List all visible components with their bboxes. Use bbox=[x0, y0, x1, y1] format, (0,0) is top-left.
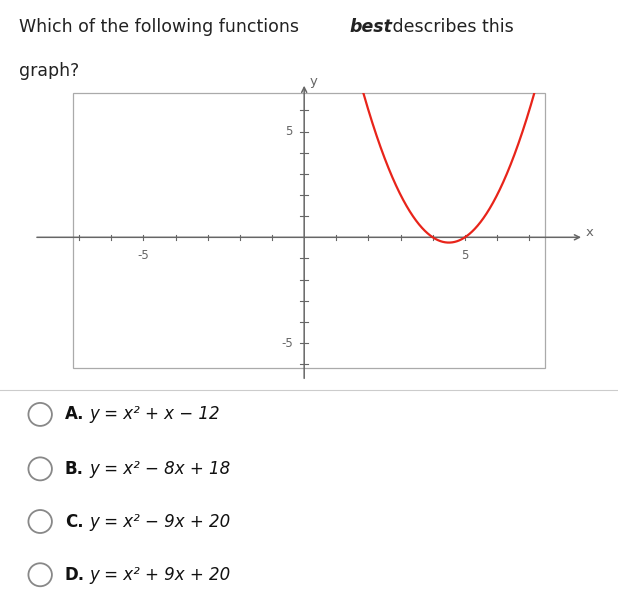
Text: y = x² + x − 12: y = x² + x − 12 bbox=[90, 405, 220, 424]
Text: describes this: describes this bbox=[387, 18, 514, 36]
Text: D.: D. bbox=[65, 566, 85, 584]
Text: A.: A. bbox=[65, 405, 85, 424]
Text: -5: -5 bbox=[281, 336, 293, 350]
Text: best: best bbox=[349, 18, 392, 36]
Text: y = x² + 9x + 20: y = x² + 9x + 20 bbox=[90, 566, 231, 584]
Text: 5: 5 bbox=[286, 125, 293, 138]
Text: C.: C. bbox=[65, 512, 83, 531]
Text: y: y bbox=[310, 76, 318, 88]
Text: Which of the following functions: Which of the following functions bbox=[19, 18, 304, 36]
Text: 5: 5 bbox=[461, 249, 468, 262]
Text: graph?: graph? bbox=[19, 62, 78, 80]
Text: B.: B. bbox=[65, 460, 84, 478]
Text: x: x bbox=[585, 226, 593, 238]
Bar bbox=[73, 93, 545, 368]
Text: -5: -5 bbox=[138, 249, 150, 262]
Text: y = x² − 8x + 18: y = x² − 8x + 18 bbox=[90, 460, 231, 478]
Text: y = x² − 9x + 20: y = x² − 9x + 20 bbox=[90, 512, 231, 531]
